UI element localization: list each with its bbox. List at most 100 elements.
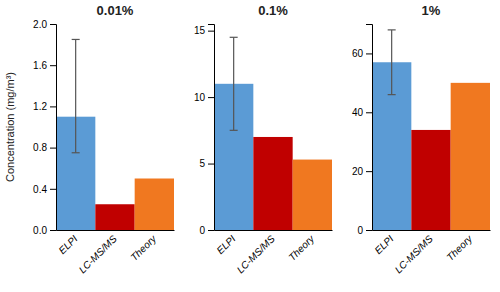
y-tick: 5 <box>199 158 214 169</box>
y-tick-label: 0.4 <box>33 184 47 195</box>
x-tick: ELPI <box>372 233 395 256</box>
x-tick: Theory <box>444 232 474 262</box>
error-cap <box>230 130 238 131</box>
error-bar <box>72 39 80 152</box>
error-cap <box>72 39 80 40</box>
x-tick: ELPI <box>56 233 79 256</box>
y-tick-mark <box>366 53 372 54</box>
bar <box>293 160 332 230</box>
x-tick: LC-MS/MS <box>235 233 278 276</box>
y-tick-label: 60 <box>352 48 364 59</box>
y-tick-label: 2.0 <box>33 19 47 30</box>
error-bar <box>388 30 396 95</box>
y-tick: 1.6 <box>33 60 56 71</box>
x-tick-label: ELPI <box>214 233 237 256</box>
x-axis: ELPILC-MS/MS Theory <box>214 231 332 276</box>
bar <box>95 204 134 230</box>
panel: 0 5 10 15 ELPILC-MS/MS Theory 0.1% <box>194 3 333 275</box>
y-tick-label: 10 <box>194 92 206 103</box>
x-tick: Theory <box>286 232 316 262</box>
x-tick-label: Theory <box>286 232 316 262</box>
error-line <box>75 39 76 152</box>
y-axis-line <box>366 25 373 231</box>
y-tick-mark <box>50 189 56 190</box>
y-tick-label: 5 <box>199 158 205 169</box>
x-tick: ELPI <box>214 233 237 256</box>
error-line <box>391 30 392 95</box>
x-axis-line <box>215 230 333 231</box>
title: 0.1% <box>258 3 288 18</box>
chart: 0.00.40.81.21.62.0ELPILC-MS/MSTheory0.01… <box>0 0 500 292</box>
y-tick-mark <box>50 148 56 149</box>
x-axis: ELPILC-MS/MS Theory <box>56 231 174 276</box>
x-tick-label: LC-MS/MS <box>393 233 436 276</box>
y-tick-mark <box>366 112 372 113</box>
y-tick: 0.0 <box>33 225 56 236</box>
y-axis-title: Concentration (mg/m³) <box>4 72 16 182</box>
x-axis-line <box>57 230 175 231</box>
y-tick-mark <box>366 230 372 231</box>
y-tick: 1.2 <box>33 101 56 112</box>
bar <box>411 130 450 230</box>
title: 1% <box>422 3 441 18</box>
bar <box>253 137 292 230</box>
y-axis: 0 20 40 60 <box>352 25 373 236</box>
marks <box>214 37 332 230</box>
y-tick-mark <box>208 97 214 98</box>
x-tick: LC-MS/MS <box>77 233 120 276</box>
y-tick: 60 <box>352 48 372 59</box>
error-cap <box>230 37 238 38</box>
error-bar <box>230 37 238 130</box>
y-tick-mark <box>366 171 372 172</box>
x-tick-label: Theory <box>444 232 474 262</box>
y-tick: 20 <box>352 166 372 177</box>
y-tick: 15 <box>194 25 214 36</box>
y-tick-mark <box>50 106 56 107</box>
y-tick: 40 <box>352 107 372 118</box>
y-tick-label: 1.2 <box>33 101 47 112</box>
y-tick-label: 40 <box>352 107 364 118</box>
x-tick-label: ELPI <box>372 233 395 256</box>
error-cap <box>72 152 80 153</box>
y-tick-label: 15 <box>194 25 206 36</box>
y-tick-mark <box>50 65 56 66</box>
x-tick-label: LC-MS/MS <box>235 233 278 276</box>
error-line <box>233 37 234 130</box>
y-tick: 0.4 <box>33 184 56 195</box>
y-tick-label: 1.6 <box>33 60 47 71</box>
x-tick: LC-MS/MS <box>393 233 436 276</box>
x-tick-label: ELPI <box>56 233 79 256</box>
y-axis-line <box>208 25 215 231</box>
y-tick: 0 <box>357 225 372 236</box>
title: 0.01% <box>97 3 134 18</box>
y-tick-label: 0 <box>357 225 363 236</box>
y-tick-mark <box>208 31 214 32</box>
y-tick-label: 20 <box>352 166 364 177</box>
y-tick: 2.0 <box>33 19 56 30</box>
bar <box>135 179 174 231</box>
y-tick-label: 0 <box>199 225 205 236</box>
x-tick: Theory <box>128 232 158 262</box>
y-tick-mark <box>50 230 56 231</box>
y-axis: 0.0 0.4 0.8 1.2 1.6 2.0 <box>33 19 56 236</box>
marks <box>56 39 174 230</box>
x-axis: ELPILC-MS/MS Theory <box>372 231 490 276</box>
y-tick-mark <box>208 230 214 231</box>
y-axis: 0 5 10 15 <box>194 25 215 236</box>
x-tick-label: Theory <box>128 232 158 262</box>
marks <box>372 30 490 230</box>
x-axis-line <box>373 230 491 231</box>
y-tick-label: 0.0 <box>33 225 47 236</box>
x-tick-label: LC-MS/MS <box>77 233 120 276</box>
y-axis-line <box>50 25 57 231</box>
y-tick-mark <box>208 164 214 165</box>
y-tick-mark <box>50 24 56 25</box>
panel: 0.0 0.4 0.8 1.2 1.6 2.0 ELPILC-MS/MS Theory 0.01… <box>4 3 175 275</box>
bar <box>451 83 490 230</box>
y-tick: 0 <box>199 225 214 236</box>
error-cap <box>388 29 396 30</box>
error-cap <box>388 94 396 95</box>
y-tick-label: 0.8 <box>33 142 47 153</box>
y-tick: 0.8 <box>33 142 56 153</box>
y-tick: 10 <box>194 92 214 103</box>
